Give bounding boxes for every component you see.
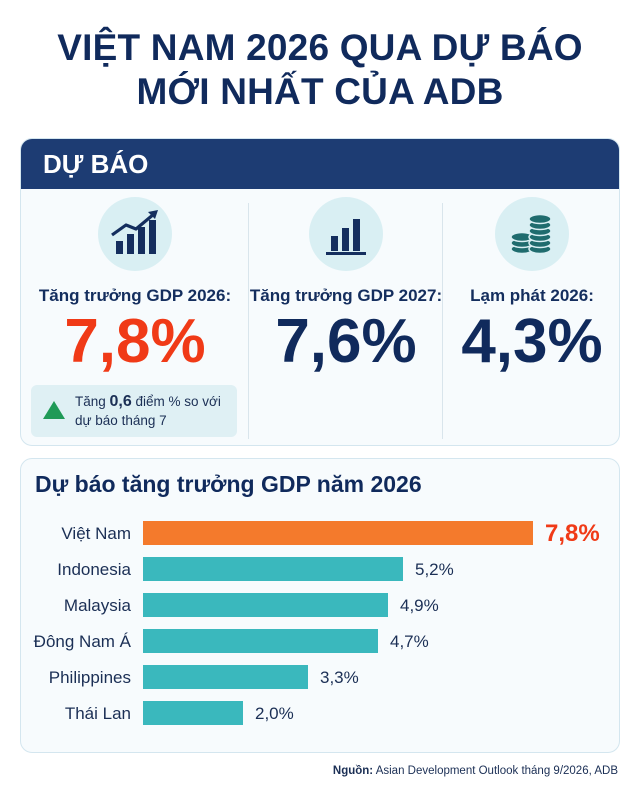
- gdp-bar-chart: Việt Nam 7,8% Indonesia 5,2% Malaysia 4,9% Đôn…: [34, 520, 600, 725]
- bar-chart-icon: [309, 197, 383, 271]
- bar: [143, 557, 403, 581]
- bar: [143, 665, 308, 689]
- column-divider: [442, 203, 443, 439]
- title-line-1: VIỆT NAM 2026 QUA DỰ BÁO: [57, 27, 583, 68]
- bar: [143, 593, 388, 617]
- bar-category-label: Việt Nam: [61, 524, 131, 543]
- stat-value-highlight: 7,8%: [64, 307, 206, 376]
- source-note: Nguồn: Asian Development Outlook tháng 9…: [333, 765, 618, 777]
- gdp-chart-card: Dự báo tăng trưởng GDP năm 2026 Việt Nam…: [20, 458, 620, 753]
- source-label: Nguồn:: [332, 765, 374, 777]
- bar-value-label: 3,3%: [320, 668, 359, 687]
- coin-stack-icon: [495, 197, 569, 271]
- title-line-2: MỚI NHẤT CỦA ADB: [136, 71, 504, 112]
- stat-value: 7,6%: [275, 307, 417, 376]
- source-text: Asian Development Outlook tháng 9/2026, …: [373, 765, 618, 777]
- rising-bar-chart-icon: [98, 197, 172, 271]
- stat-value: 4,3%: [461, 307, 603, 376]
- bar-category-label: Malaysia: [64, 596, 132, 615]
- chart-title: Dự báo tăng trưởng GDP năm 2026: [35, 471, 422, 497]
- bar-value-label: 4,9%: [400, 596, 439, 615]
- bar-category-label: Philippines: [49, 668, 131, 687]
- bar-category-label: Indonesia: [57, 560, 131, 579]
- forecast-body: Tăng trưởng GDP 2026: 7,8% Tăng 0,6 điểm…: [21, 189, 619, 445]
- bar-value-label: 2,0%: [255, 704, 294, 723]
- bar-value-label: 7,8%: [545, 520, 600, 547]
- bar: [143, 701, 243, 725]
- stat-gdp-2027: Tăng trưởng GDP 2027: 7,6%: [249, 189, 443, 445]
- stat-inflation-2026: Lạm phát 2026: 4,3%: [443, 189, 619, 445]
- column-divider: [248, 203, 249, 439]
- forecast-header: DỰ BÁO: [21, 139, 619, 189]
- forecast-card: DỰ BÁO Tăng trưởng GDP 2026: 7,8% Tăng 0…: [20, 138, 620, 446]
- bar-value-label: 4,7%: [390, 632, 429, 651]
- bar-category-label: Thái Lan: [65, 704, 131, 723]
- stat-label: Tăng trưởng GDP 2026:: [38, 286, 232, 305]
- up-triangle-icon: [43, 401, 65, 419]
- bar: [143, 521, 533, 545]
- stat-label: Lạm phát 2026:: [470, 286, 594, 305]
- bar: [143, 629, 378, 653]
- stat-label: Tăng trưởng GDP 2027:: [249, 286, 443, 305]
- change-note: Tăng 0,6 điểm % so với dự báo tháng 7: [31, 385, 237, 437]
- change-amount: 0,6: [109, 393, 132, 410]
- bar-category-label: Đông Nam Á: [34, 632, 132, 651]
- page-title: VIỆT NAM 2026 QUA DỰ BÁO MỚI NHẤT CỦA AD…: [0, 26, 640, 114]
- stat-gdp-2026: Tăng trưởng GDP 2026: 7,8% Tăng 0,6 điểm…: [21, 189, 249, 445]
- change-note-text: Tăng 0,6 điểm % so với dự báo tháng 7: [75, 393, 221, 428]
- bar-value-label: 5,2%: [415, 560, 454, 579]
